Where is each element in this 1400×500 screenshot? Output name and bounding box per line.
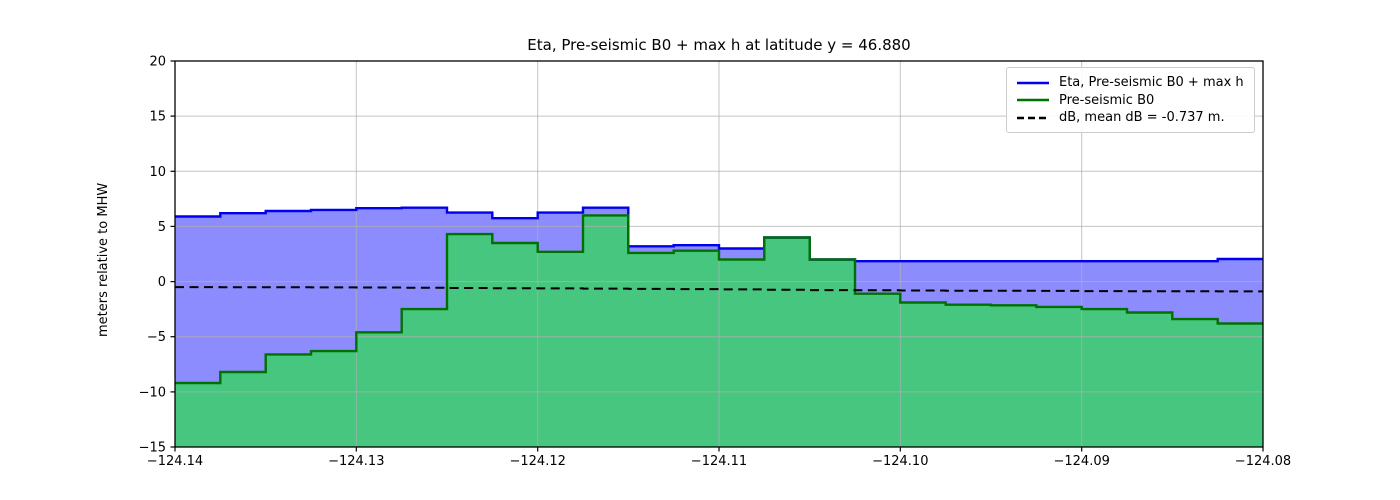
y-tick-label: 20 (149, 55, 166, 70)
y-tick-label: −5 (147, 330, 166, 345)
y-tick-label: 5 (158, 220, 166, 235)
b0-line (175, 214, 1263, 385)
legend-item-b0: Pre-seismic B0 (1016, 92, 1245, 109)
x-tick-label: −124.09 (1054, 454, 1110, 469)
legend-label-eta: Eta, Pre-seismic B0 + max h (1059, 75, 1244, 90)
y-tick-label: 0 (158, 275, 166, 290)
eta-line-sample-icon (1017, 81, 1049, 84)
x-tick-label: −124.12 (510, 454, 566, 469)
y-tick-label: −10 (139, 385, 166, 400)
db-dashed-sample-icon (1017, 116, 1049, 119)
y-tick-label: 15 (149, 110, 166, 125)
legend-item-eta: Eta, Pre-seismic B0 + max h (1016, 74, 1245, 91)
x-tick-label: −124.10 (872, 454, 928, 469)
y-axis-label: meters relative to MHW (96, 182, 111, 338)
legend-item-db: dB, mean dB = -0.737 m. (1016, 109, 1245, 126)
y-tick-label: 10 (149, 165, 166, 180)
y-tick-label: −15 (139, 441, 166, 456)
legend: Eta, Pre-seismic B0 + max h Pre-seismic … (1006, 67, 1255, 133)
legend-label-b0: Pre-seismic B0 (1059, 92, 1155, 108)
x-tick-label: −124.13 (328, 454, 384, 469)
b0-line-sample-icon (1017, 98, 1049, 102)
db-dashed-line (175, 286, 1263, 293)
legend-label-db: dB, mean dB = -0.737 m. (1059, 110, 1225, 125)
x-tick-label: −124.11 (691, 454, 747, 469)
chart-title: Eta, Pre-seismic B0 + max h at latitude … (527, 36, 911, 54)
x-tick-label: −124.08 (1235, 454, 1291, 469)
x-tick-label: −124.14 (147, 454, 203, 469)
